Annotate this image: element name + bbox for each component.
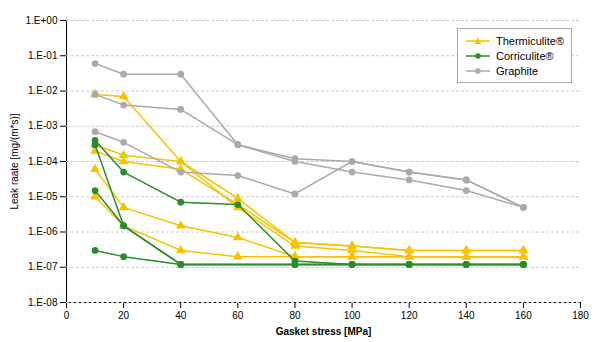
svg-text:140: 140 xyxy=(458,310,475,321)
html-text:Graphite: Graphite xyxy=(496,64,539,77)
svg-text:160: 160 xyxy=(515,310,532,321)
svg-text:100: 100 xyxy=(344,310,361,321)
svg-text:1.E+00: 1.E+00 xyxy=(26,15,58,26)
svg-text:20: 20 xyxy=(118,310,130,321)
svg-text:1.E-02: 1.E-02 xyxy=(28,85,58,96)
svg-text:120: 120 xyxy=(401,310,418,321)
svg-text:1.E-01: 1.E-01 xyxy=(28,50,58,61)
svg-text:1.E-07: 1.E-07 xyxy=(28,261,58,272)
svg-text:180: 180 xyxy=(572,310,589,321)
svg-text:1.E-06: 1.E-06 xyxy=(28,226,58,237)
svg-text:0: 0 xyxy=(64,310,70,321)
svg-text:Leak raate [mg/(m*s)]: Leak raate [mg/(m*s)] xyxy=(9,113,20,209)
html-text:Corriculite®: Corriculite® xyxy=(496,49,554,62)
svg-text:Gasket stress [MPa]: Gasket stress [MPa] xyxy=(276,326,372,337)
svg-text:80: 80 xyxy=(289,310,301,321)
svg-text:60: 60 xyxy=(232,310,244,321)
svg-text:1.E-04: 1.E-04 xyxy=(28,156,58,167)
svg-text:40: 40 xyxy=(175,310,187,321)
svg-text:1.E-08: 1.E-08 xyxy=(28,297,58,308)
svg-text:1.E-05: 1.E-05 xyxy=(28,191,58,202)
html-text:Thermiculite®: Thermiculite® xyxy=(496,34,564,47)
svg-text:1.E-03: 1.E-03 xyxy=(28,120,58,131)
